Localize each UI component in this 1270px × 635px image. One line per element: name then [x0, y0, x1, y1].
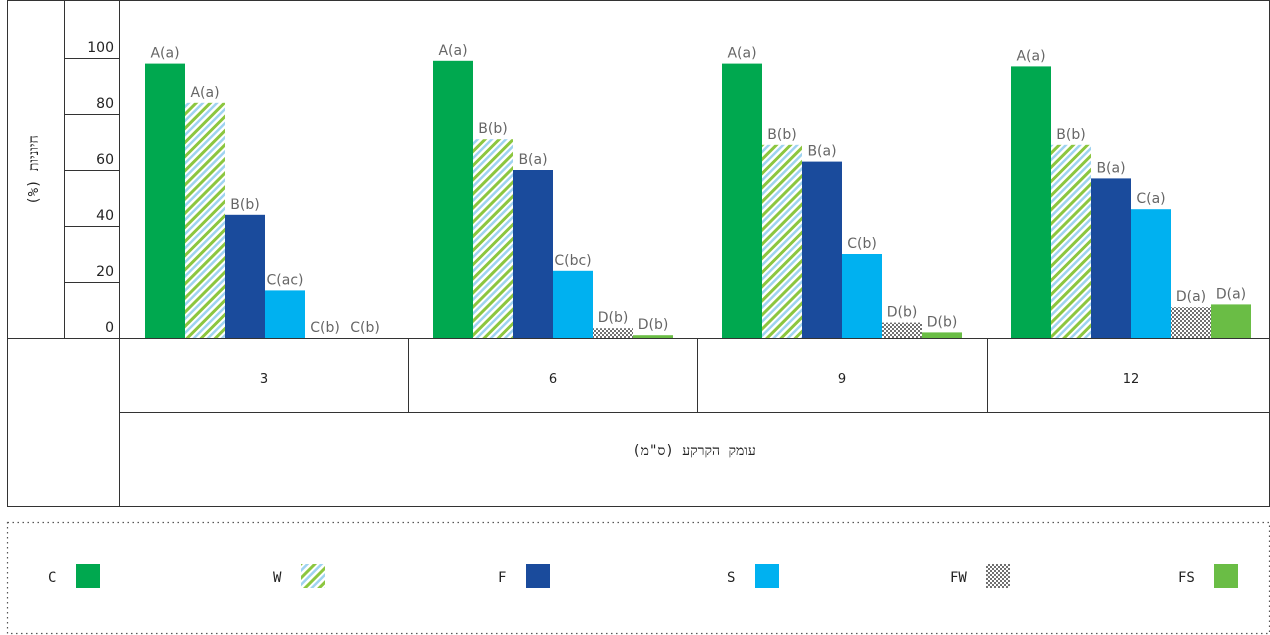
bar-c-6 [433, 60, 473, 339]
y-tick-label: 20 [96, 264, 114, 280]
bar-f-6 [513, 170, 553, 338]
legend-label: W [273, 570, 282, 586]
y-tick-labels: 0 20 40 60 80 100 [87, 40, 114, 336]
legend-swatch-s [755, 564, 779, 588]
y-tick-label: 40 [96, 208, 114, 224]
bar-label: A(a) [438, 43, 467, 59]
bar-label: C(a) [1136, 191, 1165, 207]
bar-label: A(a) [727, 46, 756, 62]
bar-f-3 [225, 214, 265, 338]
bar-label: D(a) [1176, 289, 1206, 305]
bar-w-9 [762, 144, 802, 338]
bar-label: C(b) [310, 320, 340, 336]
legend-swatch-c [76, 564, 100, 588]
bar-f-9 [802, 161, 842, 338]
bars [145, 60, 1251, 339]
legend-swatch-fs [1214, 564, 1238, 588]
bar-label: A(a) [190, 85, 219, 101]
y-axis-label: חיוניות (%) [26, 135, 42, 205]
bar-f-12 [1091, 178, 1131, 338]
bar-c-12 [1011, 66, 1051, 339]
bar-label: D(b) [927, 314, 958, 330]
bar-fw-9 [882, 322, 922, 338]
legend-label: S [727, 570, 735, 586]
x-axis-label: עומק הקרקע (ס"מ) [632, 443, 756, 459]
bar-label: C(ac) [267, 272, 304, 288]
legend-swatch-w [301, 564, 325, 588]
legend-label: F [498, 570, 506, 586]
bar-s-9 [842, 254, 882, 338]
legend-swatch-f [526, 564, 550, 588]
legend: C W F S FW FS [48, 564, 1238, 588]
bar-fw-12 [1171, 307, 1211, 338]
bar-label: B(b) [1056, 127, 1085, 143]
bar-label: C(b) [350, 320, 380, 336]
bar-label: C(b) [847, 236, 877, 252]
bar-s-6 [553, 270, 593, 338]
y-tick-label: 100 [87, 40, 114, 56]
bar-s-12 [1131, 209, 1171, 338]
legend-label: C [48, 570, 56, 586]
bar-label: B(b) [767, 127, 796, 143]
bar-c-3 [145, 63, 185, 338]
bar-label: B(a) [1096, 160, 1125, 176]
y-tick-label: 60 [96, 152, 114, 168]
bar-w-6 [473, 139, 513, 338]
bar-label: B(a) [518, 152, 547, 168]
category-label: 12 [1123, 372, 1140, 387]
bar-label: A(a) [150, 46, 179, 62]
bar-fw-6 [593, 328, 633, 338]
bar-label: C(bc) [554, 253, 591, 269]
category-labels: 3 6 9 12 [260, 372, 1139, 387]
bar-s-3 [265, 290, 305, 338]
bar-w-12 [1051, 144, 1091, 338]
y-tick-lines [64, 58, 119, 339]
y-tick-label: 80 [96, 96, 114, 112]
bar-w-3 [185, 102, 225, 338]
bar-label: B(b) [478, 121, 507, 137]
bar-fs-6 [633, 335, 673, 338]
legend-label: FW [950, 570, 967, 586]
category-label: 3 [260, 372, 268, 387]
bar-label: B(a) [807, 144, 836, 160]
legend-label: FS [1178, 570, 1195, 586]
bar-labels: A(a) A(a) B(b) C(ac) C(b) C(b) A(a) B(b) B(a) C(b… [150, 43, 1246, 336]
bar-fs-12 [1211, 304, 1251, 338]
bar-fs-9 [922, 332, 962, 338]
bar-label: A(a) [1016, 48, 1045, 64]
bar-label: D(a) [1216, 286, 1246, 302]
bar-label: D(b) [887, 305, 918, 321]
bar-label: D(b) [638, 317, 669, 333]
category-label: 9 [838, 372, 846, 387]
y-tick-label: 0 [105, 320, 114, 336]
bar-label: B(b) [230, 197, 259, 213]
legend-frame [6, 521, 1270, 635]
category-label: 6 [549, 372, 557, 387]
bar-c-9 [722, 63, 762, 338]
bar-label: D(b) [598, 310, 629, 326]
legend-swatch-fw [986, 564, 1010, 588]
